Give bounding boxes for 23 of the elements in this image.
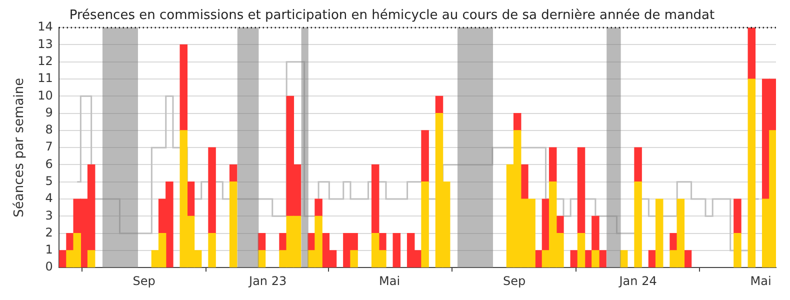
x-tick-label: Mai bbox=[379, 274, 400, 288]
y-tick-label: 4 bbox=[45, 191, 53, 206]
y-axis-title: Séances par semaine bbox=[12, 78, 28, 218]
y-tick-label: 14 bbox=[38, 20, 53, 34]
y-tick-label: 3 bbox=[45, 208, 53, 222]
y-tick-label: 11 bbox=[38, 71, 53, 86]
x-tick-label: Jan 23 bbox=[248, 274, 287, 288]
x-tick-label: Jan 24 bbox=[618, 274, 657, 288]
y-tick-label: 1 bbox=[45, 242, 53, 257]
y-tick-label: 7 bbox=[45, 140, 53, 154]
y-tick-label: 0 bbox=[45, 260, 53, 274]
x-tick-label: Mai bbox=[750, 274, 772, 288]
y-tick-label: 5 bbox=[45, 174, 53, 188]
chart-title: Présences en commissions et participation en hémicycle au cours de sa dernière année de mandat bbox=[69, 8, 715, 24]
y-tick-label: 8 bbox=[45, 122, 53, 137]
y-tick-label: 2 bbox=[45, 225, 53, 240]
x-tick-label: Sep bbox=[132, 274, 156, 288]
x-tick-label: Sep bbox=[502, 274, 526, 288]
y-tick-label: 10 bbox=[38, 88, 53, 102]
y-tick-label: 13 bbox=[38, 36, 53, 51]
y-tick-label: 12 bbox=[38, 54, 53, 68]
y-tick-label: 9 bbox=[45, 105, 53, 120]
y-tick-label: 6 bbox=[45, 156, 53, 171]
